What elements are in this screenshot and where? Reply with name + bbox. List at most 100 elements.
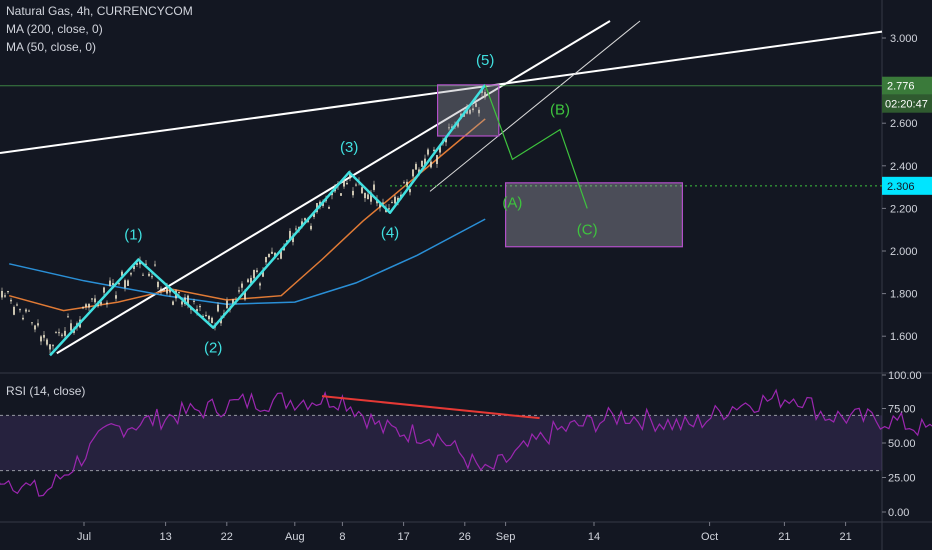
- candle-body: [1, 290, 3, 298]
- candle-body: [241, 283, 243, 288]
- time-tick-label: 26: [459, 531, 471, 543]
- candle-body: [277, 258, 279, 260]
- candle-body: [373, 184, 375, 190]
- candle-body: [25, 309, 27, 312]
- candle-body: [109, 280, 111, 287]
- candle-body: [238, 290, 240, 292]
- candle-body: [331, 193, 333, 196]
- candle-body: [181, 301, 183, 305]
- rsi-tick-label: 0.00: [888, 507, 909, 519]
- candle-body: [91, 298, 93, 300]
- candle-body: [16, 304, 18, 306]
- candle-body: [163, 289, 165, 291]
- candle-body: [427, 149, 429, 155]
- price-tick-label: 2.400: [890, 161, 918, 173]
- candle-body: [412, 169, 414, 177]
- candle-body: [196, 309, 198, 312]
- time-tick-label: 8: [339, 531, 345, 543]
- candle-body: [208, 315, 210, 320]
- candle-body: [148, 273, 150, 276]
- candle-body: [343, 180, 345, 187]
- candle-body: [349, 172, 351, 179]
- candle-body: [124, 280, 126, 288]
- candle-body: [166, 286, 168, 294]
- candle-body: [328, 207, 330, 209]
- wave5-box[interactable]: [437, 84, 500, 137]
- candle-body: [112, 283, 114, 286]
- candle-body: [70, 323, 72, 331]
- candle-body: [133, 265, 135, 270]
- candle-body: [19, 309, 21, 311]
- channel-trendline[interactable]: [56, 20, 611, 355]
- candle-body: [253, 269, 255, 279]
- candle-body: [352, 190, 354, 196]
- impulse-wave-path[interactable]: [49, 84, 487, 357]
- rsi-tick-label: 75.00: [888, 404, 916, 416]
- target-box[interactable]: [505, 182, 684, 248]
- candle-body: [265, 256, 267, 263]
- candle-body: [169, 287, 171, 293]
- wave-label-b: (B): [550, 102, 570, 119]
- candle-body: [295, 228, 297, 230]
- candle-body: [256, 270, 258, 272]
- candle-body: [280, 249, 282, 259]
- candle-body: [292, 235, 294, 243]
- candle-body: [97, 304, 99, 307]
- time-tick-label: Aug: [285, 531, 305, 543]
- candle-body: [151, 276, 153, 278]
- candle-body: [67, 316, 69, 318]
- ma200-legend[interactable]: MA (200, close, 0): [6, 22, 103, 36]
- rsi-label: RSI (14, close): [6, 384, 86, 398]
- candle-body: [478, 109, 480, 114]
- candle-body: [172, 301, 174, 305]
- candle-body: [226, 300, 228, 309]
- candle-body: [43, 334, 45, 338]
- candle-body: [22, 317, 24, 320]
- upper-trendline[interactable]: [0, 30, 883, 155]
- last-price-tag[interactable]: [882, 76, 932, 95]
- candle-body: [82, 307, 84, 309]
- corrective-wave-path[interactable]: [484, 84, 588, 209]
- candle-body: [484, 92, 486, 98]
- candle-body: [142, 274, 144, 276]
- time-tick-label: 21: [839, 531, 851, 543]
- candle-body: [289, 230, 291, 240]
- candle-body: [4, 295, 6, 297]
- price-tick-label: 2.600: [890, 118, 918, 130]
- countdown-label: 02:20:47: [885, 99, 928, 111]
- candle-body: [451, 126, 453, 129]
- candle-body: [199, 306, 201, 308]
- candle-body: [145, 263, 147, 265]
- candle-body: [106, 302, 108, 305]
- rsi-tick-label: 50.00: [888, 438, 916, 450]
- price-tick-label: 1.800: [890, 289, 918, 301]
- rsi-legend[interactable]: RSI (14, close): [6, 384, 85, 398]
- thin-trendline[interactable]: [429, 20, 641, 192]
- candle-body: [469, 109, 471, 114]
- candle-body: [40, 336, 42, 342]
- rsi-divergence-line[interactable]: [321, 395, 540, 420]
- candle-body: [250, 277, 252, 284]
- time-tick-label: 13: [159, 531, 171, 543]
- candle-body: [46, 339, 48, 345]
- candle-body: [436, 155, 438, 164]
- target-level-tag[interactable]: [882, 176, 932, 195]
- ma50-legend[interactable]: MA (50, close, 0): [6, 40, 96, 54]
- candle-body: [268, 253, 270, 258]
- candle-body: [418, 169, 420, 173]
- time-tick-label: 22: [221, 531, 233, 543]
- candle-body: [475, 103, 477, 107]
- candle-body: [64, 330, 66, 336]
- rsi-line: [0, 388, 932, 497]
- symbol-legend[interactable]: Natural Gas, 4h, CURRENCYCOM: [6, 4, 193, 18]
- candle-body: [409, 189, 411, 193]
- candle-body: [355, 184, 357, 186]
- wave-label-5: (5): [476, 52, 494, 69]
- candle-body: [88, 303, 90, 308]
- ma200-label: MA (200, close, 0): [6, 22, 103, 36]
- candle-body: [271, 251, 273, 254]
- price-tick-label: 3.000: [890, 33, 918, 45]
- candle-body: [391, 202, 393, 204]
